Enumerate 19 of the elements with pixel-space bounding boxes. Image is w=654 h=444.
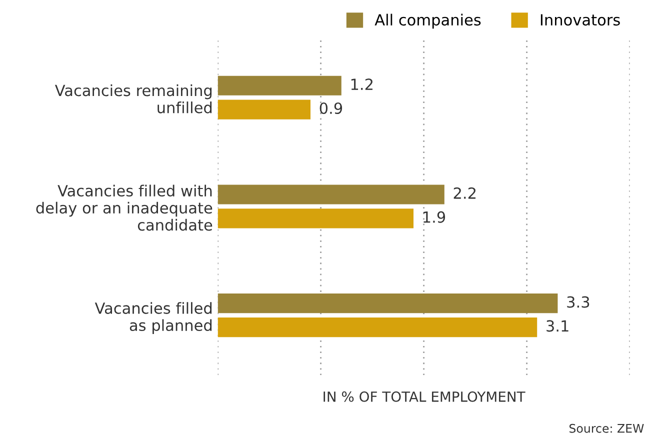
data-label: 3.1 [546,320,568,332]
bar [218,294,558,314]
bar [218,184,444,204]
bar [218,76,342,96]
y-tick-label: Vacancies filled as planned [94,302,212,334]
legend-label: All companies [374,14,481,29]
bar [218,100,310,120]
source-note: Source: ZEW [569,424,644,433]
legend-label: Innovators [540,14,620,26]
data-label: 1.9 [424,211,446,223]
y-tick-label: Vacancies filled with delay or an inadequate candidate [36,184,212,231]
data-label: 0.9 [320,102,342,114]
bar [218,317,538,338]
bar [218,208,414,228]
x-axis-title: IN % OF TOTAL EMPLOYMENT [324,391,526,402]
data-label: 1.2 [351,78,372,90]
data-label: 3.3 [567,296,590,308]
y-tick-label: Vacancies remaining unfilled [54,84,212,114]
data-label: 2.2 [454,187,476,199]
